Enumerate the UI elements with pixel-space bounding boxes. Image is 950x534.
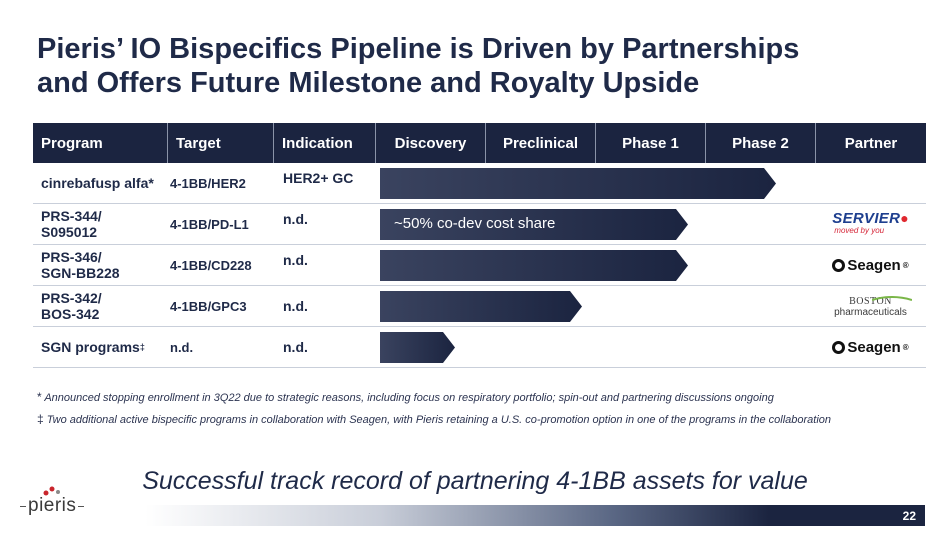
progress-arrow	[380, 168, 776, 199]
progress-arrow-shape	[380, 332, 455, 363]
program-name-line1: cinrebafusp alfa*	[41, 175, 154, 191]
table-row: SGN programs‡ n.d. n.d. Seagen ®	[33, 327, 926, 368]
table-row: PRS-342/ BOS-342 4-1BB/GPC3 n.d. BOSTON …	[33, 286, 926, 327]
progress-arrow	[380, 332, 455, 363]
pieris-logo: pieris	[20, 486, 85, 517]
header-discovery: Discovery	[376, 123, 486, 163]
page-number: 22	[902, 509, 916, 523]
progress-bar	[380, 168, 776, 199]
footnotes: * Announced stopping enrollment in 3Q22 …	[37, 390, 917, 434]
indication-cell: n.d.	[283, 339, 308, 355]
program-name: PRS-342/ BOS-342	[33, 290, 168, 322]
header-program: Program	[33, 123, 168, 163]
logo-dash-right	[78, 505, 85, 507]
bar-label: ~50% co-dev cost share	[394, 215, 556, 232]
progress-bar: ~50% co-dev cost share	[380, 209, 688, 240]
target-cell: n.d.	[170, 339, 194, 355]
header-partner: Partner	[844, 134, 898, 152]
seagen-mark-icon	[832, 341, 846, 354]
header-target: Target	[168, 123, 274, 163]
boston-line2: pharmaceuticals	[834, 306, 907, 318]
page-title: Pieris’ IO Bispecifics Pipeline is Drive…	[37, 32, 917, 100]
pipeline-table: Program Target Indication Discovery Prec…	[33, 123, 926, 368]
program-name-line1: PRS-346/	[41, 249, 102, 265]
indication-cell: n.d.	[283, 298, 308, 314]
progress-arrow-shape	[380, 291, 582, 322]
indication-cell: HER2+ GC	[283, 170, 354, 186]
footnote-2-text: Two additional active bispecific program…	[46, 414, 832, 426]
progress-arrow-shape	[380, 168, 776, 199]
program-name: PRS-346/ SGN-BB228	[33, 249, 168, 281]
seagen-reg-mark: ®	[902, 261, 909, 270]
progress-bar	[380, 332, 455, 363]
program-name: PRS-344/ S095012	[33, 208, 168, 240]
servier-name: SERVIER	[832, 210, 901, 227]
seagen-mark-icon	[832, 259, 846, 272]
indication-cell: n.d.	[283, 211, 308, 227]
seagen-name: Seagen	[847, 339, 901, 356]
program-name: cinrebafusp alfa*	[33, 175, 168, 191]
seagen-name: Seagen	[847, 257, 901, 274]
boston-line1: BOSTON	[849, 295, 892, 307]
partner-logo-seagen: Seagen ®	[823, 249, 918, 282]
footnote-1-mark: *	[37, 390, 42, 404]
program-name-line1: PRS-342/	[41, 290, 102, 306]
target-cell: 4-1BB/HER2	[170, 175, 246, 191]
table-header: Program Target Indication Discovery Prec…	[33, 123, 926, 163]
table-row: PRS-346/ SGN-BB228 4-1BB/CD228 n.d. Seag…	[33, 245, 926, 286]
partner-logo-servier: SERVIER● moved by you	[823, 208, 918, 241]
header-indication: Indication	[274, 123, 376, 163]
tagline: Successful track record of partnering 4-…	[142, 467, 808, 495]
header-phase-2: Phase 2	[706, 123, 816, 163]
progress-bar	[380, 291, 582, 322]
header-preclinical: Preclinical	[486, 123, 596, 163]
footnote-1: * Announced stopping enrollment in 3Q22 …	[37, 390, 917, 404]
partner-logo-seagen: Seagen ®	[823, 331, 918, 364]
progress-arrow-shape	[380, 250, 688, 281]
title-line-1: Pieris’ IO Bispecifics Pipeline is Drive…	[37, 33, 800, 65]
program-name-line2: BOS-342	[41, 306, 100, 322]
table-row: PRS-344/ S095012 4-1BB/PD-L1 n.d. ~50% c…	[33, 204, 926, 245]
seagen-reg-mark: ®	[902, 343, 909, 352]
progress-arrow-shape	[380, 209, 688, 240]
servier-dot-icon: ●	[900, 210, 909, 226]
header-phase-1: Phase 1	[596, 123, 706, 163]
footnote-1-text: Announced stopping enrollment in 3Q22 du…	[44, 392, 774, 404]
progress-arrow	[380, 209, 688, 240]
program-footnote-mark: ‡	[139, 342, 145, 352]
program-name-line2: SGN-BB228	[41, 265, 120, 281]
footnote-2-mark: ‡	[37, 412, 44, 426]
progress-bar	[380, 250, 688, 281]
progress-arrow	[380, 250, 688, 281]
title-line-2: and Offers Future Milestone and Royalty …	[37, 67, 700, 99]
table-row: cinrebafusp alfa* 4-1BB/HER2 HER2+ GC	[33, 163, 926, 204]
logo-text: pieris	[28, 495, 77, 516]
program-name-line2: S095012	[41, 224, 98, 240]
program-name: SGN programs‡	[33, 339, 168, 355]
indication-cell: n.d.	[283, 252, 308, 268]
footnote-2: ‡ Two additional active bispecific progr…	[37, 412, 917, 426]
program-name-line1: PRS-344/	[41, 208, 102, 224]
footer-bar	[145, 505, 925, 526]
servier-tagline: moved by you	[834, 226, 885, 235]
target-cell: 4-1BB/GPC3	[170, 298, 247, 314]
progress-arrow	[380, 291, 582, 322]
target-cell: 4-1BB/PD-L1	[170, 216, 249, 232]
logo-dash-left	[20, 505, 26, 507]
partner-logo-boston: BOSTON pharmaceuticals	[823, 290, 918, 323]
program-name-line1: SGN programs	[41, 339, 140, 355]
pieris-dots-icon	[43, 486, 60, 496]
target-cell: 4-1BB/CD228	[170, 257, 252, 273]
boston-swoosh-icon	[872, 296, 912, 301]
